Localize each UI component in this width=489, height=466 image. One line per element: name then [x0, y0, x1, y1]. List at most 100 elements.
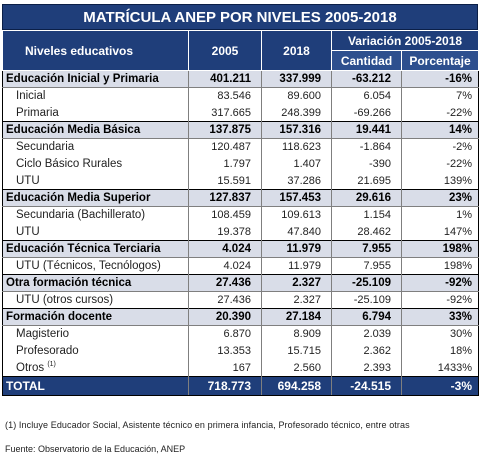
row-label: Secundaria [2, 138, 189, 156]
value-2005: 137.875 [188, 121, 262, 139]
value-2005: 120.487 [188, 138, 262, 156]
category-row: Educación Técnica Terciaria 4.024 11.979 7.… [2, 240, 479, 258]
row-label: Educación Inicial y Primaria [2, 70, 189, 88]
total-percentage: -3% [401, 376, 479, 396]
category-row: Formación docente 20.390 27.184 6.794 33% [2, 308, 479, 326]
table-row: UTU 15.591 37.286 21.695 139% [2, 172, 479, 190]
header-quantity: Cantidad [331, 50, 402, 71]
row-label: UTU (Técnicos, Tecnólogos) [2, 257, 189, 275]
header-2005: 2005 [188, 30, 262, 71]
row-label: Educación Media Superior [2, 189, 189, 207]
value-2005: 27.436 [188, 291, 262, 309]
row-label: Formación docente [2, 308, 189, 326]
value-2005: 13.353 [188, 342, 262, 360]
header-2018: 2018 [261, 30, 332, 71]
value-2005: 19.378 [188, 223, 262, 241]
value-2018: 89.600 [261, 87, 332, 105]
table-row: Profesorado 13.353 15.715 2.362 18% [2, 342, 479, 360]
table-body: Educación Inicial y Primaria 401.211 337.9… [2, 70, 479, 396]
value-2018: 15.715 [261, 342, 332, 360]
value-2018: 37.286 [261, 172, 332, 190]
value-2005: 317.665 [188, 104, 262, 122]
table-row: Inicial 83.546 89.600 6.054 7% [2, 87, 479, 105]
row-label: Otra formación técnica [2, 274, 189, 292]
variation-quantity: -390 [331, 155, 402, 173]
value-2018: 157.316 [261, 121, 332, 139]
total-row: TOTAL 718.773 694.258 -24.515 -3% [2, 376, 479, 396]
value-2018: 27.184 [261, 308, 332, 326]
category-row: Educación Media Básica 137.875 157.316 19.4… [2, 121, 479, 139]
variation-percentage: -22% [401, 104, 479, 122]
variation-quantity: -1.864 [331, 138, 402, 156]
variation-quantity: 2.039 [331, 325, 402, 343]
row-label: Primaria [2, 104, 189, 122]
variation-quantity: 2.393 [331, 359, 402, 377]
value-2018: 2.327 [261, 291, 332, 309]
table-row: Magisterio 6.870 8.909 2.039 30% [2, 325, 479, 343]
row-label: UTU (otros cursos) [2, 291, 189, 309]
value-2005: 1.797 [188, 155, 262, 173]
table-row: UTU (otros cursos) 27.436 2.327 -25.109 -92% [2, 291, 479, 309]
header-variation: Variación 2005-2018 [331, 30, 479, 51]
variation-quantity: 2.362 [331, 342, 402, 360]
value-2005: 108.459 [188, 206, 262, 224]
value-2018: 2.327 [261, 274, 332, 292]
value-2018: 337.999 [261, 70, 332, 88]
category-row: Otra formación técnica 27.436 2.327 -25.109… [2, 274, 479, 292]
value-2018: 109.613 [261, 206, 332, 224]
variation-percentage: 18% [401, 342, 479, 360]
row-label: Inicial [2, 87, 189, 105]
row-label: Profesorado [2, 342, 189, 360]
value-2005: 4.024 [188, 240, 262, 258]
value-2005: 6.870 [188, 325, 262, 343]
value-2018: 1.407 [261, 155, 332, 173]
variation-percentage: -16% [401, 70, 479, 88]
value-2005: 83.546 [188, 87, 262, 105]
variation-quantity: 7.955 [331, 257, 402, 275]
variation-percentage: 14% [401, 121, 479, 139]
value-2018: 118.623 [261, 138, 332, 156]
value-2005: 15.591 [188, 172, 262, 190]
variation-percentage: 147% [401, 223, 479, 241]
total-2005: 718.773 [188, 376, 262, 396]
table-row: Secundaria (Bachillerato) 108.459 109.613 1… [2, 206, 479, 224]
variation-quantity: 6.054 [331, 87, 402, 105]
variation-quantity: 29.616 [331, 189, 402, 207]
value-2005: 167 [188, 359, 262, 377]
value-2005: 127.837 [188, 189, 262, 207]
variation-quantity: 7.955 [331, 240, 402, 258]
variation-quantity: 21.695 [331, 172, 402, 190]
row-label: UTU [2, 172, 189, 190]
table-row: Ciclo Básico Rurales 1.797 1.407 -390 -22% [2, 155, 479, 173]
enrollment-table-container: MATRÍCULA ANEP POR NIVELES 2005-2018 Niv… [2, 4, 479, 396]
footnote-marker: (1) [47, 360, 56, 368]
variation-percentage: 1433% [401, 359, 479, 377]
total-label: TOTAL [2, 376, 189, 396]
variation-quantity: 19.441 [331, 121, 402, 139]
header-levels: Niveles educativos [2, 30, 189, 71]
variation-quantity: 1.154 [331, 206, 402, 224]
source-note: Fuente: Observatorio de la Educación, AN… [5, 444, 186, 454]
variation-percentage: 198% [401, 240, 479, 258]
variation-percentage: 23% [401, 189, 479, 207]
category-row: Educación Media Superior 127.837 157.453 29… [2, 189, 479, 207]
table-row: UTU 19.378 47.840 28.462 147% [2, 223, 479, 241]
value-2018: 11.979 [261, 257, 332, 275]
value-2018: 8.909 [261, 325, 332, 343]
table-title: MATRÍCULA ANEP POR NIVELES 2005-2018 [2, 4, 478, 30]
variation-percentage: -22% [401, 155, 479, 173]
variation-quantity: -69.266 [331, 104, 402, 122]
variation-quantity: -63.212 [331, 70, 402, 88]
footnote: (1) Incluye Educador Social, Asistente t… [5, 420, 410, 430]
table-row: Secundaria 120.487 118.623 -1.864 -2% [2, 138, 479, 156]
table-row: Otros (1) 167 2.560 2.393 1433% [2, 359, 479, 377]
variation-quantity: 28.462 [331, 223, 402, 241]
row-label: Educación Técnica Terciaria [2, 240, 189, 258]
row-label: Secundaria (Bachillerato) [2, 206, 189, 224]
value-2018: 157.453 [261, 189, 332, 207]
value-2005: 27.436 [188, 274, 262, 292]
value-2005: 20.390 [188, 308, 262, 326]
variation-percentage: -2% [401, 138, 479, 156]
row-label: Magisterio [2, 325, 189, 343]
variation-quantity: -25.109 [331, 291, 402, 309]
